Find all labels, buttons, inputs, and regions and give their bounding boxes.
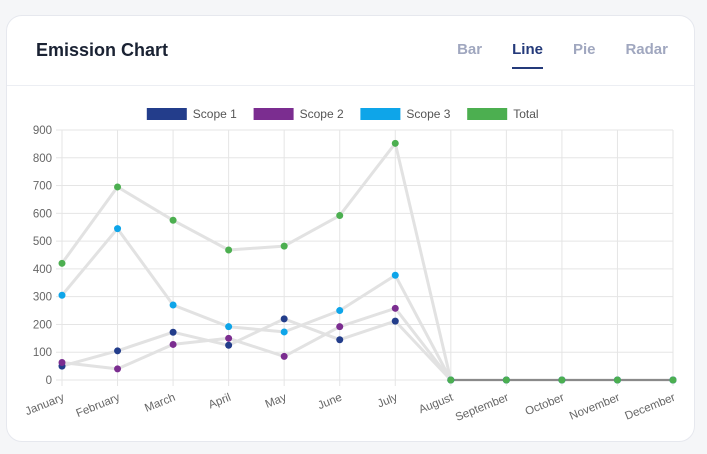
data-point [225, 334, 233, 342]
data-point [613, 376, 621, 384]
data-point [114, 365, 122, 373]
data-point [169, 216, 177, 224]
data-point [336, 323, 344, 331]
x-tick-label: May [264, 392, 289, 411]
data-point [225, 246, 233, 254]
data-point [169, 301, 177, 309]
x-tick-label: April [207, 392, 233, 412]
legend-label: Scope 2 [300, 107, 344, 121]
data-point [58, 359, 66, 366]
data-point [391, 139, 399, 147]
y-tick-label: 200 [33, 319, 52, 331]
data-point [280, 242, 288, 250]
x-tick-label: November [568, 392, 622, 423]
data-point [280, 352, 288, 360]
grid [56, 129, 674, 386]
x-tick-label: January [24, 392, 67, 419]
x-tick-label: October [524, 392, 567, 419]
x-tick-label: June [316, 392, 344, 412]
data-point [391, 271, 399, 279]
tab-bar[interactable]: Bar [457, 41, 483, 58]
x-tick-label: July [376, 392, 400, 411]
y-tick-label: 800 [33, 153, 52, 165]
series-line [61, 306, 673, 382]
data-point [336, 336, 344, 344]
data-point [280, 315, 288, 323]
data-point [502, 376, 510, 384]
series-line [61, 317, 673, 382]
tab-pie[interactable]: Pie [572, 41, 596, 58]
data-point [114, 225, 122, 233]
data-point [447, 376, 455, 384]
legend-swatch [360, 108, 401, 120]
x-tick-label: March [143, 392, 177, 415]
y-tick-label: 300 [33, 292, 52, 304]
data-point [280, 328, 288, 336]
data-point [336, 212, 344, 220]
series-points [58, 139, 677, 384]
data-point [336, 307, 344, 315]
x-tick-label: December [623, 392, 677, 423]
y-tick-label: 900 [33, 125, 52, 137]
y-tick-label: 500 [33, 236, 52, 248]
legend-swatch [467, 108, 508, 120]
data-point [225, 341, 233, 349]
data-point [391, 317, 399, 325]
data-point [391, 304, 399, 312]
legend-label: Total [513, 107, 538, 121]
data-point [225, 323, 233, 331]
data-point [58, 291, 66, 299]
card-header: Emission Chart Bar Line Pie Radar [7, 16, 694, 86]
legend-label: Scope 3 [406, 107, 450, 121]
data-point [558, 376, 566, 384]
x-tick-label: August [417, 391, 455, 416]
legend-swatch [146, 108, 187, 120]
card-title: Emission Chart [36, 40, 169, 60]
y-tick-label: 600 [33, 208, 52, 220]
series-line [60, 141, 673, 382]
legend: Scope 1 Scope 2 Scope 3 Total [146, 107, 539, 121]
tab-line[interactable]: Line [512, 41, 543, 69]
legend-swatch [253, 108, 294, 120]
data-point [114, 183, 122, 191]
y-tick-label: 100 [33, 347, 52, 359]
data-point [58, 259, 66, 267]
legend-label: Scope 1 [193, 107, 237, 121]
y-tick-label: 0 [46, 375, 52, 387]
x-tick-label: September [454, 392, 511, 424]
data-point [669, 376, 677, 384]
tab-radar[interactable]: Radar [625, 41, 668, 58]
data-point [169, 340, 177, 348]
x-tick-label: February [74, 392, 121, 420]
series-line [60, 227, 673, 382]
series-lines [60, 141, 673, 382]
y-tick-label: 700 [33, 181, 52, 193]
chart-type-tabs: Bar Line Pie Radar [427, 41, 668, 69]
y-tick-label: 400 [33, 264, 52, 276]
data-point [169, 328, 177, 336]
data-point [114, 347, 122, 355]
